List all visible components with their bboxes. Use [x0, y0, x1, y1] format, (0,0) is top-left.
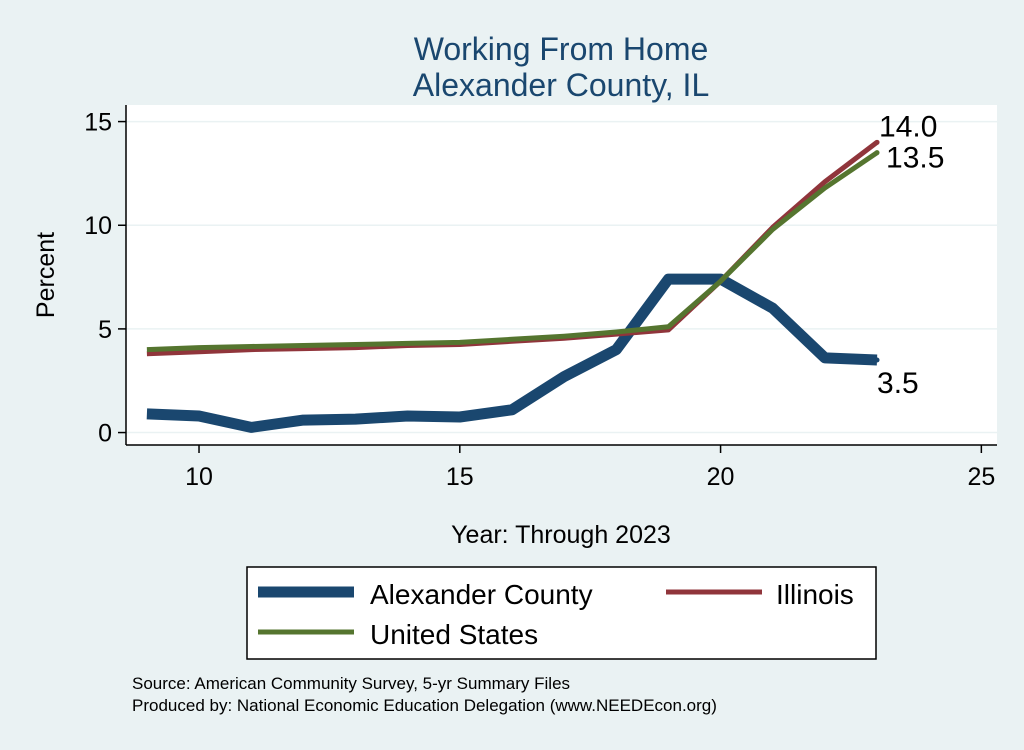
x-axis-title: Year: Through 2023	[451, 521, 671, 549]
y-tick-label: 0	[98, 420, 112, 448]
y-tick-label: 15	[84, 109, 112, 137]
series-line-alexander-county	[146, 273, 878, 433]
x-tick-label: 15	[446, 463, 474, 491]
legend-label-alexander-county: Alexander County	[370, 579, 593, 610]
y-tick-label: 10	[84, 212, 112, 240]
producer-note: Produced by: National Economic Education…	[132, 696, 717, 715]
series-endpoint-illinois	[874, 139, 880, 145]
chart-subtitle: Alexander County, IL	[413, 67, 709, 103]
axes: 0 5 10 15 10 15 20 25	[84, 105, 997, 491]
chart-title: Working From Home	[414, 31, 709, 67]
y-tick-label: 5	[98, 316, 112, 344]
x-tick-label: 20	[707, 463, 735, 491]
plot-area	[126, 105, 997, 445]
end-label-illinois: 14.0	[879, 110, 937, 143]
legend: Alexander County Illinois United States	[246, 566, 877, 660]
legend-box	[246, 566, 877, 660]
gridlines	[126, 120, 997, 434]
end-label-united-states: 13.5	[886, 142, 944, 175]
legend-label-illinois: Illinois	[776, 579, 854, 610]
series-endpoint-alexander-county	[874, 357, 880, 363]
x-tick-label: 10	[185, 463, 213, 491]
x-tick-label: 25	[967, 463, 995, 491]
end-label-alexander-county: 3.5	[877, 367, 919, 400]
legend-label-united-states: United States	[370, 619, 538, 650]
series-line-united-states	[146, 150, 879, 353]
source-note: Source: American Community Survey, 5-yr …	[132, 674, 570, 693]
y-axis-title: Percent	[32, 232, 60, 318]
end-labels: 3.5 14.013.5	[877, 110, 944, 400]
series-layer	[146, 139, 880, 433]
series-endpoint-united-states	[874, 150, 880, 156]
